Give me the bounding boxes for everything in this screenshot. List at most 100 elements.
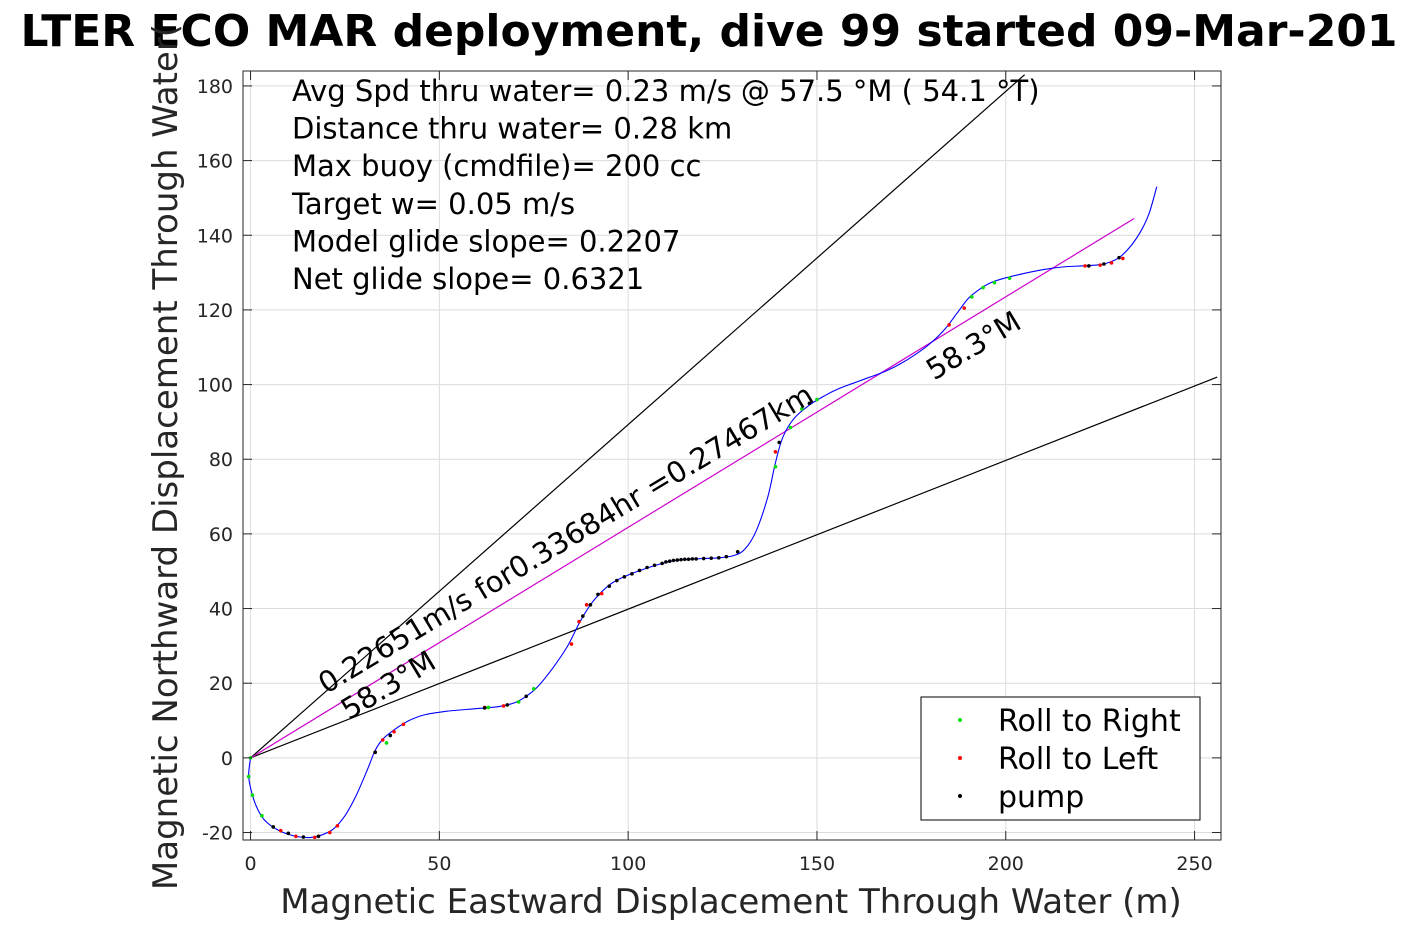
plot-axes-box xyxy=(242,70,1222,841)
y-tick-label: 180 xyxy=(197,76,233,98)
tick-labels: 0 50 100 150 200 250 -20 0 20 40 60 80 100 120 140 160 1… xyxy=(197,76,1213,875)
pump-point xyxy=(373,750,377,755)
pump-point xyxy=(690,557,695,561)
y-tick-label: 80 xyxy=(209,449,233,471)
stat-line: Net glide slope= 0.6321 xyxy=(292,262,644,296)
roll-to-left-point xyxy=(392,729,396,734)
roll-to-left-point xyxy=(1121,256,1125,261)
legend-box xyxy=(920,696,1201,821)
y-axis-label: Magnetic Northward Displacement Through … xyxy=(146,24,186,890)
roll-to-right-point xyxy=(969,295,974,299)
roll-to-left-point xyxy=(294,834,298,839)
roll-to-right-point xyxy=(981,285,985,290)
pump-point xyxy=(645,565,649,570)
pump-point xyxy=(675,558,680,562)
pump-point xyxy=(686,557,691,562)
legend-marker xyxy=(958,794,962,798)
pump-point xyxy=(581,614,585,618)
marker-series xyxy=(246,255,1125,840)
pump-point xyxy=(505,703,510,707)
y-tick-label: 160 xyxy=(197,151,233,173)
pump-point xyxy=(615,578,619,583)
roll-to-right-point xyxy=(815,397,819,402)
x-axis-label: Magnetic Eastward Displacement Through W… xyxy=(280,882,1182,922)
roll-to-left-point xyxy=(947,323,951,327)
roll-to-left-point xyxy=(380,738,385,742)
upper-bound-line xyxy=(250,74,1026,759)
roll-to-left-point xyxy=(278,828,283,833)
pump-point xyxy=(388,733,393,738)
pump-point xyxy=(637,568,642,573)
roll-to-right-point xyxy=(260,813,264,818)
pump-point xyxy=(482,706,487,710)
y-tick-label: 20 xyxy=(209,673,233,695)
stat-line: Avg Spd thru water= 0.23 m/s @ 57.5 °M (… xyxy=(292,74,1040,108)
pump-point xyxy=(807,401,812,406)
pump-point xyxy=(667,559,672,563)
pump-point xyxy=(682,557,687,562)
roll-to-right-point xyxy=(516,700,521,704)
stat-line: Target w= 0.05 m/s xyxy=(291,187,575,221)
pump-point xyxy=(724,554,729,559)
legend-marker xyxy=(958,718,962,722)
pump-point xyxy=(524,694,529,699)
legend-label: Roll to Right xyxy=(998,704,1181,739)
roll-to-left-point xyxy=(773,449,778,454)
stat-line: Max buoy (cmdfile)= 200 cc xyxy=(292,149,701,183)
roll-to-right-point xyxy=(800,407,804,411)
roll-to-left-point xyxy=(1083,264,1087,268)
pump-point xyxy=(652,563,657,568)
roll-to-right-point xyxy=(486,705,491,710)
roll-to-right-point xyxy=(246,774,251,779)
roll-to-right-point xyxy=(788,425,793,430)
x-tick-label: 150 xyxy=(799,853,835,875)
pump-point xyxy=(716,555,721,560)
pump-point xyxy=(694,557,698,561)
pump-point xyxy=(588,603,593,607)
roll-to-left-point xyxy=(569,642,574,646)
pump-point xyxy=(1117,255,1121,260)
roll-to-left-point xyxy=(312,835,317,840)
y-tick-label: 0 xyxy=(221,748,233,770)
axis-ticks xyxy=(243,71,1221,840)
x-tick-label: 250 xyxy=(1176,853,1212,875)
roll-to-left-point xyxy=(401,722,406,727)
roll-to-right-point xyxy=(992,280,997,285)
roll-to-left-point xyxy=(599,591,604,596)
pump-point xyxy=(286,831,291,836)
y-tick-label: 120 xyxy=(197,300,233,322)
y-tick-label: 100 xyxy=(197,375,233,397)
legend-label: Roll to Left xyxy=(998,742,1158,777)
pump-point xyxy=(701,556,706,561)
pump-point xyxy=(596,592,600,597)
roll-to-left-point xyxy=(584,603,589,607)
pump-point xyxy=(271,825,276,829)
roll-to-right-point xyxy=(1007,276,1012,280)
stat-line: Distance thru water= 0.28 km xyxy=(292,112,732,146)
roll-to-right-point xyxy=(384,741,389,745)
pump-point xyxy=(301,835,306,839)
roll-to-right-point xyxy=(250,793,255,798)
pump-point xyxy=(622,575,627,579)
x-tick-label: 50 xyxy=(427,853,451,875)
legend-marker xyxy=(958,756,962,760)
pump-point xyxy=(607,584,612,588)
x-tick-label: 100 xyxy=(610,853,646,875)
pump-point xyxy=(664,560,668,564)
y-tick-label: 140 xyxy=(197,225,233,247)
pump-point xyxy=(316,834,321,839)
y-tick-label: 40 xyxy=(209,599,233,621)
roll-to-left-point xyxy=(1098,263,1102,267)
roll-to-right-point xyxy=(531,687,536,691)
x-tick-label: 0 xyxy=(245,853,257,875)
x-tick-label: 200 xyxy=(988,853,1024,875)
pump-point xyxy=(671,558,676,563)
pump-point xyxy=(679,557,683,562)
roll-to-left-point xyxy=(335,824,340,828)
legend-label: pump xyxy=(998,780,1084,815)
pump-point xyxy=(1102,262,1106,266)
y-tick-label: -20 xyxy=(202,823,233,845)
roll-to-right-point xyxy=(773,464,778,469)
reference-lines xyxy=(250,74,1218,759)
